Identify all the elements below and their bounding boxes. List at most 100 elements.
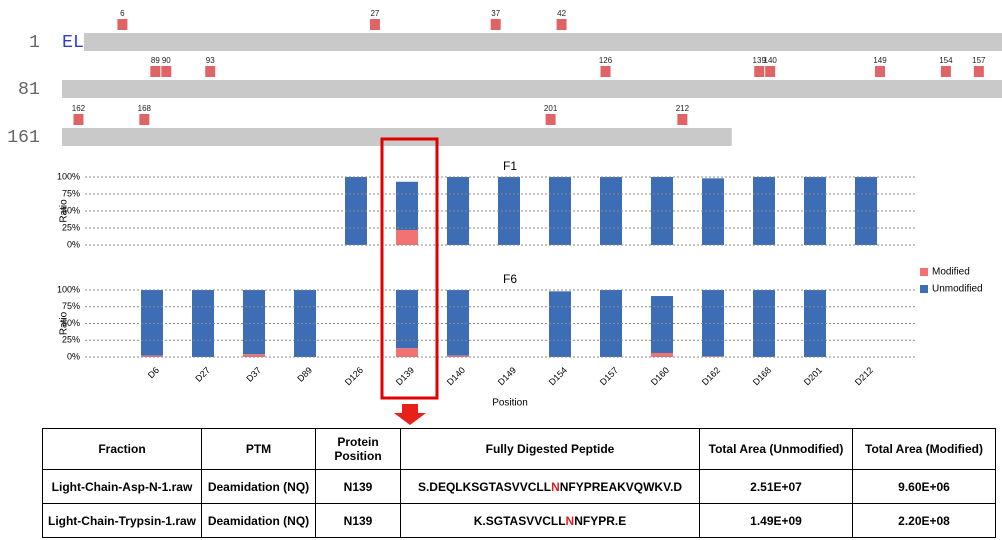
header-cell: Total Area (Modified): [852, 428, 996, 470]
x-tick-label: D154: [547, 365, 569, 387]
panel-title: F1: [503, 159, 517, 173]
bar: [396, 290, 418, 349]
highlight-box: [380, 137, 439, 400]
header-cell: Fraction: [42, 428, 202, 470]
marker-box: [600, 66, 611, 77]
bar: [396, 230, 418, 245]
row-number: 161: [7, 128, 40, 148]
x-axis-label: Position: [492, 398, 528, 409]
legend-label: Unmodified: [932, 284, 983, 295]
sequence-background: [83, 33, 1002, 51]
bar: [753, 177, 775, 245]
bar: [447, 290, 469, 356]
bar: [396, 181, 418, 231]
marker-number: 212: [676, 104, 690, 113]
table-row: Light-Chain-Trypsin-1.raw Deamidation (NQ…: [42, 503, 996, 538]
bar: [753, 290, 775, 357]
bar: [345, 177, 367, 245]
legend-swatch: [920, 268, 928, 276]
y-tick-label: 75%: [62, 301, 80, 311]
peptide-part: NFYPR.E: [574, 513, 627, 528]
y-tick-label: 0%: [67, 239, 80, 249]
position-cell: N139: [315, 469, 401, 504]
modified-area-cell: 2.20E+08: [852, 503, 996, 538]
sequence-prefix: EL: [62, 33, 84, 53]
marker-number: 6: [120, 9, 125, 18]
x-tick-label: D27: [193, 365, 212, 384]
marker-box: [940, 66, 951, 77]
result-table: Fraction PTM Protein Position Fully Dige…: [42, 428, 996, 538]
bar: [549, 291, 571, 357]
marker-number: 42: [557, 9, 566, 18]
peptide-part: NFYPREAKVQWKV.D: [559, 479, 683, 494]
x-tick-label: D139: [394, 365, 416, 387]
legend-label: Modified: [932, 267, 970, 278]
ptm-cell: Deamidation (NQ): [201, 503, 316, 538]
x-tick-label: D157: [598, 365, 620, 387]
marker-box: [139, 114, 150, 125]
peptide-part: K.SGTASVVCLL: [473, 513, 566, 528]
y-tick-label: 50%: [62, 318, 80, 328]
y-tick-label: 50%: [62, 205, 80, 215]
header-row: Fraction PTM Protein Position Fully Dige…: [42, 428, 996, 470]
marker-number: 139: [753, 56, 767, 65]
sequence-background: [62, 80, 1002, 98]
row-number: 1: [29, 33, 40, 53]
marker-box: [754, 66, 765, 77]
row-number: 81: [18, 80, 40, 100]
peptide-cell: S.DEQLKSGTASVVCLLNNFYPREAKVQWKV.D: [400, 469, 700, 504]
fraction-cell: Light-Chain-Asp-N-1.raw: [42, 469, 202, 504]
marker-number: 37: [491, 9, 500, 18]
bar: [243, 354, 265, 357]
peptide-part: N: [551, 479, 560, 494]
bar: [702, 178, 724, 245]
header-cell: Fully Digested Peptide: [400, 428, 700, 470]
table-row: Light-Chain-Asp-N-1.raw Deamidation (NQ) N…: [42, 469, 996, 504]
sequence-background: [62, 128, 732, 146]
y-axis-label: Ratio: [59, 199, 70, 223]
header-cell: Total Area (Unmodified): [699, 428, 853, 470]
panel-title: F6: [503, 272, 517, 286]
marker-box: [161, 66, 172, 77]
y-tick-label: 100%: [57, 284, 80, 294]
ptm-cell: Deamidation (NQ): [201, 469, 316, 504]
y-tick-label: 100%: [57, 171, 80, 181]
marker-number: 90: [162, 56, 171, 65]
marker-number: 126: [599, 56, 613, 65]
y-tick-label: 75%: [62, 188, 80, 198]
x-tick-label: D162: [700, 365, 722, 387]
y-axis-label: Ratio: [59, 311, 70, 335]
marker-number: 162: [72, 104, 86, 113]
x-tick-label: D6: [146, 365, 161, 380]
unmodified-area-cell: 1.49E+09: [699, 503, 853, 538]
marker-box: [73, 114, 84, 125]
x-tick-label: D37: [244, 365, 263, 384]
x-tick-label: D140: [445, 365, 467, 387]
marker-number: 140: [764, 56, 778, 65]
marker-number: 89: [151, 56, 160, 65]
bar: [141, 290, 163, 356]
x-tick-label: D126: [343, 365, 365, 387]
peptide-part: S.DEQLKSGTASVVCLL: [417, 479, 552, 494]
marker-box: [556, 19, 567, 30]
marker-box: [369, 19, 380, 30]
legend-swatch: [920, 285, 928, 293]
marker-number: 27: [370, 9, 379, 18]
marker-number: 149: [873, 56, 887, 65]
bar: [396, 348, 418, 357]
bar: [243, 290, 265, 355]
marker-box: [150, 66, 161, 77]
x-tick-label: D168: [751, 365, 773, 387]
marker-box: [973, 66, 984, 77]
fraction-cell: Light-Chain-Trypsin-1.raw: [42, 503, 202, 538]
arrow: [394, 404, 426, 425]
x-tick-label: D160: [649, 365, 671, 387]
bar: [549, 177, 571, 245]
x-tick-label: D201: [802, 365, 824, 387]
modified-area-cell: 9.60E+06: [852, 469, 996, 504]
header-cell: Protein Position: [315, 428, 401, 470]
marker-number: 201: [544, 104, 558, 113]
x-tick-label: D89: [295, 365, 314, 384]
bar: [651, 352, 673, 357]
